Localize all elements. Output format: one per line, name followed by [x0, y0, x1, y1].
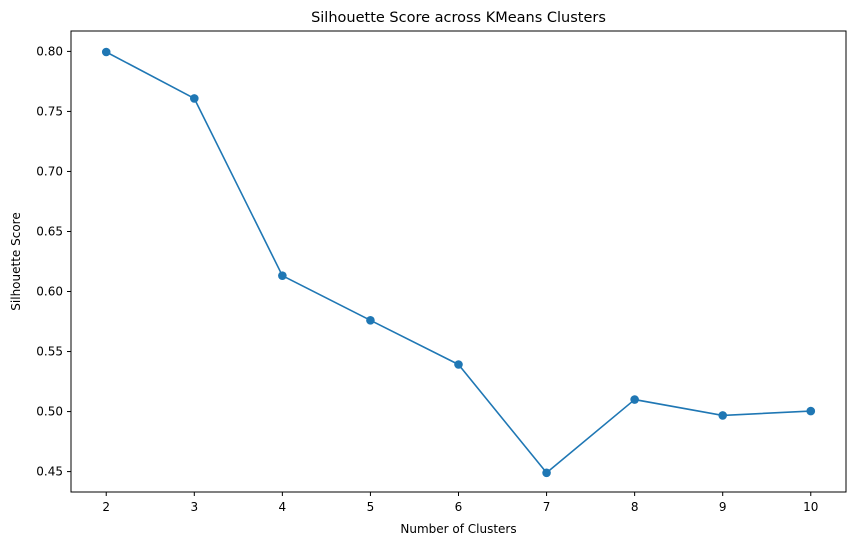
data-point [189, 94, 199, 103]
data-point [630, 395, 639, 404]
series-layer [101, 47, 816, 478]
x-axis-label: Number of Clusters [400, 522, 516, 536]
x-tick-label: 10 [803, 500, 818, 514]
data-point [278, 271, 287, 280]
data-point [454, 360, 463, 369]
x-tick-label: 8 [631, 500, 639, 514]
plot-frame [70, 30, 847, 493]
x-tick-label: 9 [719, 500, 727, 514]
data-point [366, 316, 375, 325]
x-tick-label: 4 [279, 500, 287, 514]
y-axis-ticks: 0.45 0.50 0.55 0.60 0.65 0.70 0.75 0.80 [36, 44, 71, 479]
x-tick-label: 7 [543, 500, 551, 514]
x-axis-ticks: 2 3 4 5 6 7 8 9 10 [102, 492, 818, 514]
y-tick-label: 0.75 [36, 104, 63, 118]
data-point [718, 411, 728, 420]
y-tick-label: 0.50 [36, 405, 63, 419]
x-tick-label: 6 [455, 500, 463, 514]
y-tick-label: 0.65 [36, 224, 63, 238]
x-tick-label: 5 [367, 500, 375, 514]
y-tick-label: 0.80 [36, 44, 63, 58]
chart-title: Silhouette Score across KMeans Clusters [311, 10, 606, 26]
y-tick-label: 0.60 [36, 285, 63, 299]
x-tick-label: 2 [102, 500, 110, 514]
x-tick-label: 3 [190, 500, 198, 514]
data-point [101, 47, 111, 57]
data-point [542, 468, 551, 478]
y-tick-label: 0.70 [36, 164, 63, 178]
plot-area [71, 31, 846, 492]
y-tick-label: 0.45 [36, 465, 63, 479]
y-axis-label: Silhouette Score [9, 212, 23, 310]
data-point [806, 406, 816, 416]
y-tick-label: 0.55 [36, 345, 63, 359]
